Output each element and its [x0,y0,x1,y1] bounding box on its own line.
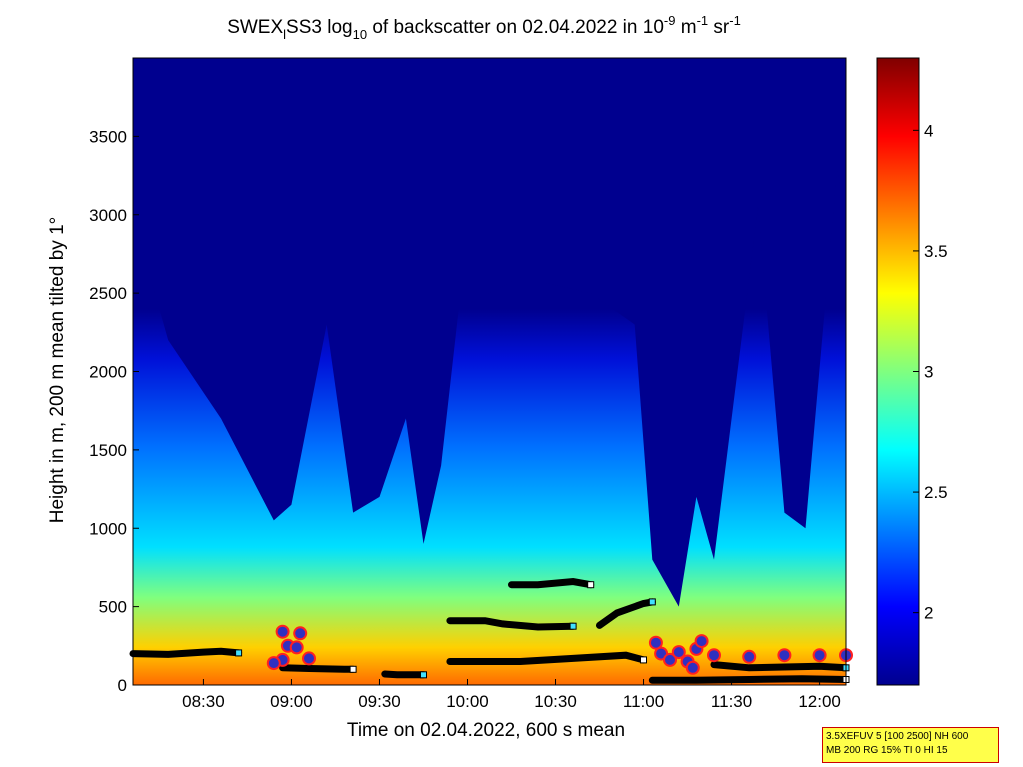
red-marker-clusters [266,624,853,675]
y-tick-label: 1000 [89,519,127,538]
colorbar-tick-label: 2.5 [924,483,948,502]
layer-end-marker [648,598,656,606]
red-marker [694,634,709,649]
y-axis-label: Height in m, 200 m mean tilted by 1° [47,217,68,523]
layer-line [508,577,595,589]
x-tick-label: 12:00 [798,692,841,711]
x-tick-label: 11:30 [711,692,752,711]
red-marker [275,624,290,639]
red-marker [266,656,281,671]
y-tick-label: 0 [118,676,127,695]
red-marker [289,640,304,655]
chart-title: SWEXlSS3 log10 of backscatter on 02.04.2… [227,13,741,42]
x-tick-label: 11:00 [623,692,664,711]
y-tick-label: 3000 [89,206,127,225]
colorbar-tick-label: 3.5 [924,242,948,261]
layer-end-marker [420,671,427,679]
y-tick-label: 3500 [89,127,127,146]
x-axis-label: Time on 02.04.2022, 600 s mean [347,720,625,741]
settings-info-box: 3.5XEFUV 5 [100 2500] NH 600 MB 200 RG 1… [822,727,999,763]
colorbar-tick-label: 4 [924,121,933,140]
red-marker [685,660,700,675]
layer-line [710,661,850,672]
layer-line [648,675,850,684]
x-tick-label: 10:00 [446,692,489,711]
x-tick-label: 08:30 [182,692,225,711]
red-marker [302,651,316,666]
settings-line-2: MB 200 RG 15% TI 0 HI 15 [826,745,948,756]
y-axis: 0 500 1000 1500 2000 2500 3000 3500 [89,127,139,695]
layer-line [596,598,656,629]
layer-detections [129,577,850,684]
layer-end-marker [640,656,647,664]
colorbar-tick-label: 3 [924,363,933,382]
x-tick-label: 09:30 [358,692,401,711]
red-marker [777,648,792,663]
colorbar-ticks: 2 2.5 3 3.5 4 [913,121,948,623]
x-axis: 08:30 09:00 09:30 10:00 10:30 11:00 11:30 12:00 [182,679,841,711]
layer-end-marker [569,622,577,630]
x-tick-label: 10:30 [534,692,577,711]
layer-line [446,651,647,665]
plot-area [129,57,853,686]
settings-line-1: 3.5XEFUV 5 [100 2500] NH 600 [826,731,969,742]
layer-line [381,670,427,679]
layer-line [446,617,577,631]
red-marker [671,645,686,660]
red-marker [707,648,721,663]
y-tick-label: 2500 [89,284,127,303]
red-marker [663,652,677,667]
x-tick-label: 09:00 [270,692,313,711]
layer-line [279,664,357,673]
y-tick-label: 1500 [89,441,127,460]
layer-end-marker [349,665,357,673]
colorbar-tick-label: 2 [924,604,933,623]
colorbar: 2 2.5 3 3.5 4 [876,57,948,686]
red-marker [812,648,827,663]
y-tick-label: 2000 [89,363,127,382]
red-marker [293,626,308,641]
layer-end-marker [587,581,595,589]
y-tick-label: 500 [99,598,127,617]
mixing-layer-top [133,58,846,607]
layer-end-marker [235,649,243,657]
red-marker [742,649,757,664]
layer-line [129,647,243,658]
red-marker [648,635,663,650]
colorbar-gradient [876,57,920,686]
